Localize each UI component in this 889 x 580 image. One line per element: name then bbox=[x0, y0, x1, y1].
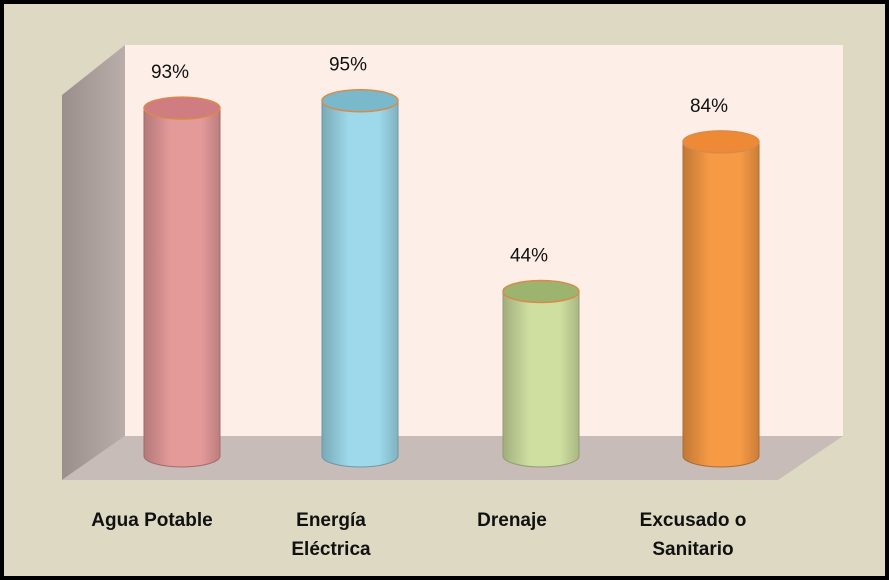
category-label-line: Drenaje bbox=[477, 510, 547, 531]
category-label-line: Eléctrica bbox=[291, 539, 371, 560]
bar-body-energia-electrica bbox=[321, 100, 399, 468]
bar-energia-electrica bbox=[321, 88, 399, 468]
category-label-line: Energía bbox=[296, 510, 366, 531]
category-label-drenaje: Drenaje bbox=[477, 510, 547, 531]
category-label-line: Sanitario bbox=[652, 539, 733, 560]
chart-floor bbox=[62, 436, 843, 480]
category-label-energia-electrica: Energía Eléctrica bbox=[291, 510, 371, 560]
bar-top-drenaje bbox=[502, 279, 580, 304]
value-label-agua-potable: 93% bbox=[151, 62, 189, 83]
value-labels: 93% 95% 44% 84% bbox=[151, 55, 728, 267]
bar-body-drenaje bbox=[502, 290, 580, 468]
bar-body-excusado-o-sanitario bbox=[682, 141, 760, 468]
value-label-excusado-o-sanitario: 84% bbox=[690, 96, 728, 117]
value-label-energia-electrica: 95% bbox=[329, 55, 367, 76]
category-labels: Agua Potable Energía Eléctrica Drenaje Excus… bbox=[91, 510, 746, 560]
bars bbox=[143, 88, 760, 468]
category-label-agua-potable: Agua Potable bbox=[91, 510, 212, 531]
bar-agua-potable bbox=[143, 96, 221, 468]
bar-top-energia-electrica bbox=[321, 88, 399, 113]
value-label-drenaje: 44% bbox=[510, 245, 548, 266]
bar-top-excusado-o-sanitario bbox=[682, 130, 760, 154]
category-label-line: Agua Potable bbox=[91, 510, 212, 531]
category-label-line: Excusado o bbox=[640, 510, 747, 531]
category-label-excusado-o-sanitario: Excusado o Sanitario bbox=[640, 510, 747, 560]
side-wall bbox=[62, 45, 125, 480]
bar-excusado-o-sanitario bbox=[682, 130, 760, 468]
bar-body-agua-potable bbox=[143, 107, 221, 468]
bar-top-agua-potable bbox=[143, 96, 221, 120]
bar-drenaje bbox=[502, 279, 580, 468]
